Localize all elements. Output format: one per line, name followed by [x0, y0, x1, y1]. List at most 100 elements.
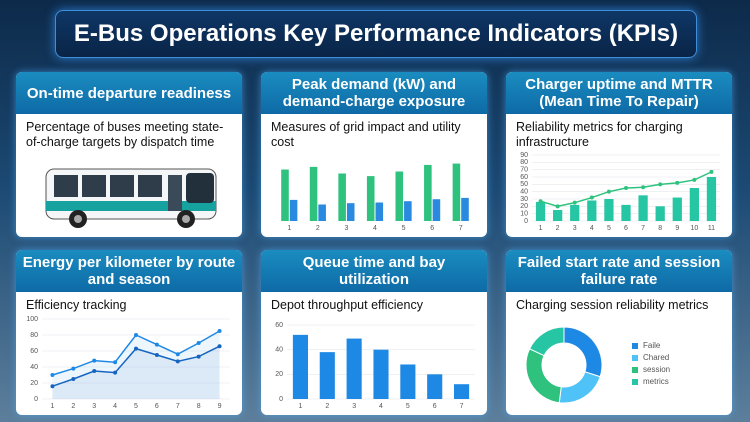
point: [624, 186, 628, 190]
y-tick-label: 80: [30, 332, 38, 339]
bar: [424, 164, 432, 221]
card-description: Depot throughput efficiency: [271, 298, 423, 312]
kpi-card: On-time departure readiness Percentage o…: [16, 72, 242, 237]
bus-illustration: [45, 168, 217, 228]
point: [196, 354, 201, 359]
bar: [604, 199, 614, 221]
x-tick-label: 4: [373, 225, 377, 232]
y-tick-label: 0: [524, 218, 528, 225]
y-tick-label: 0: [279, 396, 283, 403]
point: [50, 373, 55, 377]
kpi-card: Failed start rate and session failure ra…: [506, 250, 732, 415]
x-tick-label: 4: [590, 225, 594, 232]
chart: 1 2 3 4 5 6 7: [281, 163, 469, 232]
bar: [289, 199, 298, 221]
y-tick-label: 80: [520, 159, 528, 166]
y-tick-label: 60: [520, 174, 528, 181]
x-tick-label: 1: [50, 403, 54, 410]
bar: [395, 171, 404, 221]
x-tick-label: 5: [134, 403, 138, 410]
y-tick-label: 10: [520, 211, 528, 218]
chart: Faile Chared session metrics: [525, 326, 670, 404]
kpi-card: Peak demand (kW) and demand-charge expos…: [261, 72, 487, 237]
bar: [400, 364, 416, 399]
point: [538, 199, 543, 204]
point: [134, 333, 138, 337]
bar: [461, 197, 469, 221]
legend-label: session: [643, 365, 670, 374]
point: [113, 360, 118, 365]
bar: [319, 352, 335, 399]
x-tick-label: 2: [556, 225, 560, 232]
legend-swatch: [632, 343, 638, 349]
y-tick-label: 60: [275, 322, 283, 329]
x-tick-label: 6: [624, 225, 628, 232]
donut-segment: [558, 371, 601, 404]
x-tick-label: 5: [607, 225, 611, 232]
bar: [535, 201, 546, 221]
y-tick-label: 60: [30, 348, 38, 355]
bar: [346, 338, 362, 399]
point: [154, 342, 159, 347]
card-title: On-time departure readiness: [16, 72, 242, 114]
point: [71, 366, 76, 371]
point: [658, 182, 663, 187]
bar: [375, 202, 384, 221]
y-tick-label: 90: [520, 152, 528, 159]
donut-segment: [528, 326, 565, 357]
bar: [404, 201, 412, 221]
y-tick-label: 70: [520, 167, 528, 174]
legend-label: Chared: [643, 353, 669, 362]
x-tick-label: 2: [316, 225, 320, 232]
legend-label: Faile: [643, 341, 661, 350]
y-tick-label: 20: [30, 380, 38, 387]
legend-swatch: [632, 367, 638, 373]
y-tick-label: 40: [275, 347, 283, 354]
donut-segment: [525, 348, 562, 404]
point: [113, 370, 118, 375]
bar: [432, 199, 441, 221]
bar: [570, 204, 580, 221]
bar: [638, 195, 648, 221]
point: [175, 352, 180, 357]
x-tick-label: 1: [298, 403, 302, 410]
x-tick-label: 9: [675, 225, 679, 232]
bar: [292, 334, 308, 399]
card-title: Charger uptime and MTTR (Mean Time To Re…: [506, 72, 732, 114]
x-tick-label: 7: [460, 403, 464, 410]
point: [675, 180, 680, 185]
x-tick-label: 6: [155, 403, 159, 410]
bar: [672, 197, 682, 221]
x-tick-label: 7: [641, 225, 645, 232]
y-tick-label: 50: [520, 181, 528, 188]
point: [134, 346, 138, 351]
y-tick-label: 40: [520, 189, 528, 196]
bar: [373, 349, 389, 399]
x-tick-label: 3: [352, 403, 356, 410]
x-tick-label: 8: [658, 225, 662, 232]
y-tick-label: 30: [520, 196, 528, 203]
x-tick-label: 9: [218, 403, 222, 410]
x-tick-label: 10: [690, 225, 698, 232]
y-tick-label: 100: [26, 316, 38, 323]
legend-swatch: [632, 379, 638, 385]
point: [217, 344, 222, 349]
point: [92, 358, 97, 363]
x-tick-label: 1: [539, 225, 543, 232]
x-tick-label: 8: [197, 403, 201, 410]
card-title: Queue time and bay utilization: [261, 250, 487, 292]
point: [555, 204, 560, 209]
point: [71, 377, 76, 381]
point: [572, 200, 577, 205]
y-tick-label: 20: [275, 371, 283, 378]
bar: [452, 163, 461, 221]
x-tick-label: 6: [430, 225, 434, 232]
kpi-card: Charger uptime and MTTR (Mean Time To Re…: [506, 72, 732, 237]
kpi-card: Energy per kilometer by route and season…: [16, 250, 242, 415]
line-area: [52, 346, 220, 399]
donut-segment: [563, 326, 603, 378]
x-tick-label: 2: [71, 403, 75, 410]
point: [641, 185, 646, 190]
